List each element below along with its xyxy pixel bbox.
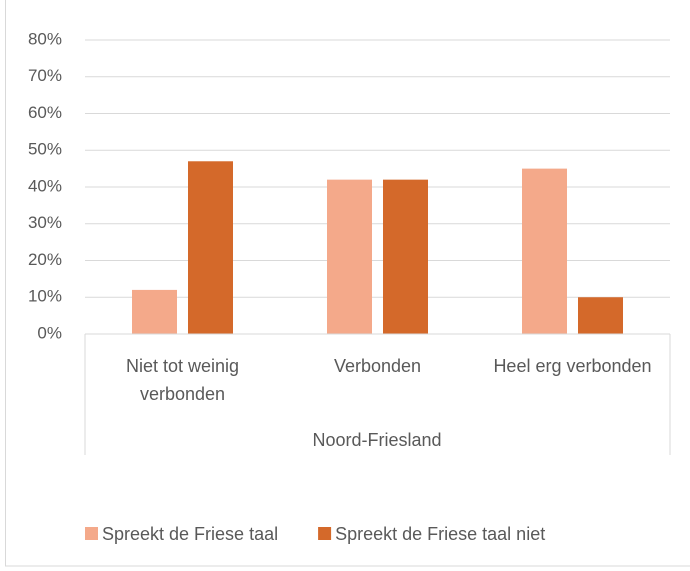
y-tick-label: 10%: [28, 287, 62, 306]
group-label: Noord-Friesland: [312, 430, 441, 450]
x-tick-label: Verbonden: [333, 356, 422, 376]
legend-label: Spreekt de Friese taal: [102, 524, 278, 544]
bar: [383, 179, 428, 334]
legend-swatch: [318, 527, 332, 540]
y-tick-label: 50%: [28, 140, 62, 159]
bar: [188, 161, 233, 334]
bar: [578, 297, 623, 334]
x-tick-label: Heel erg verbonden: [493, 356, 652, 376]
y-tick-label: 0%: [37, 323, 62, 342]
chart-border: [5, 0, 690, 567]
bar: [132, 289, 177, 334]
y-tick-label: 80%: [28, 29, 62, 48]
y-tick-label: 70%: [28, 66, 62, 85]
bar: [522, 168, 567, 334]
y-tick-label: 20%: [28, 250, 62, 269]
y-tick-label: 60%: [28, 103, 62, 122]
x-tick-label: Niet tot weinig verbonden: [125, 356, 240, 404]
bar: [327, 179, 372, 334]
y-tick-label: 30%: [28, 213, 62, 232]
y-tick-label: 40%: [28, 176, 62, 195]
legend-swatch: [85, 527, 98, 540]
legend-label: Spreekt de Friese taal niet: [335, 524, 545, 544]
